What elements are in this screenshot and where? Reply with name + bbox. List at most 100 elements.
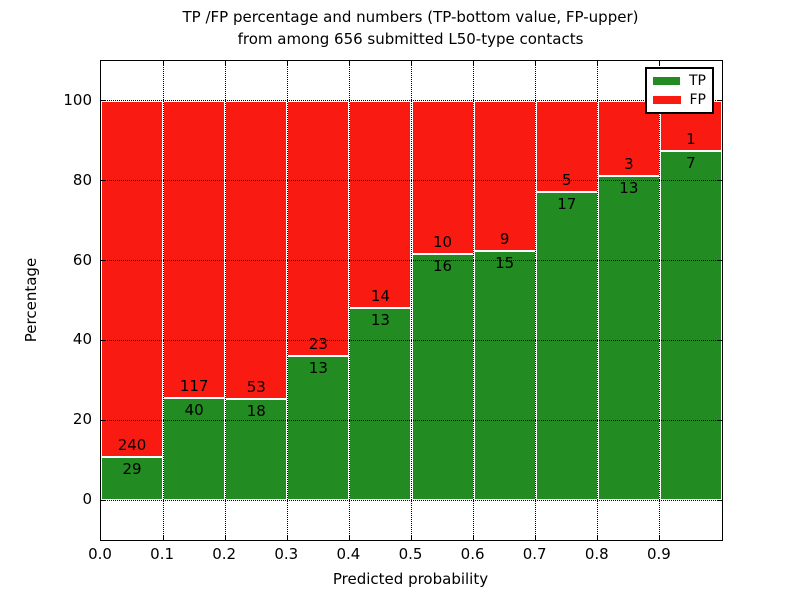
y-tick-left bbox=[101, 260, 106, 262]
vertical-gridline bbox=[224, 61, 226, 540]
x-tick-bottom bbox=[286, 535, 288, 540]
x-tick-top bbox=[348, 61, 350, 66]
y-tick-left bbox=[101, 339, 106, 341]
x-tick-top bbox=[286, 61, 288, 66]
x-tick-bottom bbox=[162, 535, 164, 540]
tp-count-label: 15 bbox=[495, 253, 515, 272]
tp-bar-segment bbox=[535, 191, 598, 501]
y-tick-left bbox=[101, 419, 106, 421]
x-tick-bottom bbox=[411, 535, 412, 540]
y-axis-label: Percentage bbox=[22, 257, 40, 343]
fp-count-label: 117 bbox=[179, 377, 209, 396]
y-tick-right bbox=[717, 339, 722, 341]
x-tick-label: 0.6 bbox=[460, 545, 485, 563]
y-tick-label: 40 bbox=[72, 330, 92, 349]
x-tick-bottom bbox=[224, 535, 226, 540]
tp-bar-segment bbox=[101, 457, 164, 501]
fp-count-label: 9 bbox=[499, 229, 510, 248]
x-tick-bottom bbox=[659, 535, 661, 540]
legend-label-fp: FP bbox=[689, 92, 707, 108]
vertical-gridline bbox=[473, 61, 475, 540]
legend: TP FP bbox=[645, 67, 714, 114]
tp-bar-segment bbox=[163, 398, 226, 501]
x-tick-top bbox=[597, 61, 599, 66]
x-tick-top bbox=[162, 61, 164, 66]
tp-bar-segment bbox=[473, 250, 536, 501]
y-tick-label: 0 bbox=[82, 490, 92, 509]
x-tick-label: 0.7 bbox=[522, 545, 547, 563]
x-tick-top bbox=[224, 61, 226, 66]
fp-count-label: 53 bbox=[246, 377, 266, 396]
fp-count-label: 5 bbox=[561, 170, 572, 189]
fp-count-label: 23 bbox=[308, 334, 328, 353]
tp-count-label: 13 bbox=[370, 310, 390, 329]
fp-count-label: 3 bbox=[624, 154, 634, 173]
vertical-gridline bbox=[597, 61, 599, 540]
vertical-gridline bbox=[535, 61, 537, 540]
fp-count-label: 1 bbox=[686, 129, 696, 148]
tp-bar-segment bbox=[597, 175, 660, 501]
y-tick-right bbox=[717, 499, 722, 501]
legend-label-tp: TP bbox=[689, 73, 706, 89]
tp-count-label: 7 bbox=[686, 153, 696, 172]
x-tick-top bbox=[411, 61, 412, 66]
fp-bar-segment bbox=[163, 100, 226, 399]
x-axis-label: Predicted probability bbox=[332, 570, 489, 588]
tp-count-label: 40 bbox=[184, 401, 204, 420]
chart-title-line1: TP /FP percentage and numbers (TP-bottom… bbox=[182, 8, 639, 26]
tp-count-label: 17 bbox=[557, 194, 577, 213]
tp-count-label: 13 bbox=[619, 178, 639, 197]
tp-bar-segment bbox=[349, 307, 412, 501]
fp-count-label: 240 bbox=[117, 436, 147, 455]
fp-count-label: 10 bbox=[433, 233, 453, 252]
x-tick-label: 0.3 bbox=[274, 545, 299, 563]
y-tick-right bbox=[717, 180, 722, 182]
fp-bar-segment bbox=[535, 100, 598, 192]
fp-bar-segment bbox=[101, 100, 164, 458]
x-tick-label: 0.9 bbox=[646, 545, 671, 563]
fp-bar-segment bbox=[349, 100, 412, 308]
fp-bar-segment bbox=[225, 100, 288, 399]
y-tick-right bbox=[717, 260, 722, 262]
x-tick-top bbox=[473, 61, 475, 66]
y-tick-left bbox=[101, 180, 106, 182]
tp-count-label: 29 bbox=[122, 460, 142, 479]
chart-title-line2: from among 656 submitted L50-type contac… bbox=[237, 30, 584, 48]
x-tick-bottom bbox=[535, 535, 537, 540]
vertical-gridline bbox=[411, 61, 412, 540]
y-tick-label: 20 bbox=[72, 410, 92, 429]
x-tick-label: 0.5 bbox=[398, 545, 423, 563]
vertical-gridline bbox=[348, 61, 350, 540]
fp-bar-segment bbox=[411, 100, 474, 255]
tp-count-label: 18 bbox=[246, 401, 266, 420]
x-tick-bottom bbox=[348, 535, 350, 540]
y-tick-left bbox=[101, 499, 106, 501]
tp-bar-segment bbox=[225, 398, 288, 501]
legend-entry-tp: TP bbox=[653, 73, 706, 89]
plot-area: 240 29 117 40 53 18 23 13 14 13 10 16 9 15 5 17 3 13 1 7 bbox=[100, 60, 723, 541]
x-tick-label: 0.1 bbox=[150, 545, 175, 563]
y-tick-right bbox=[717, 100, 722, 102]
tp-legend-swatch-icon bbox=[653, 77, 680, 85]
tp-bar-segment bbox=[287, 355, 350, 501]
x-tick-top bbox=[659, 61, 661, 66]
legend-entry-fp: FP bbox=[653, 92, 706, 108]
x-tick-label: 0.2 bbox=[212, 545, 237, 563]
vertical-gridline bbox=[286, 61, 288, 540]
x-tick-top bbox=[535, 61, 537, 66]
tp-bar-segment bbox=[411, 254, 474, 501]
y-tick-right bbox=[717, 419, 722, 421]
fp-count-label: 14 bbox=[370, 286, 390, 305]
x-tick-bottom bbox=[473, 535, 475, 540]
x-tick-label: 0.0 bbox=[88, 545, 112, 563]
y-tick-label: 60 bbox=[72, 250, 92, 269]
fp-bar-segment bbox=[287, 100, 350, 356]
tp-count-label: 13 bbox=[308, 358, 328, 377]
tp-bar-segment bbox=[659, 150, 722, 501]
y-tick-left bbox=[101, 100, 106, 102]
tp-count-label: 16 bbox=[433, 257, 453, 276]
x-tick-label: 0.4 bbox=[336, 545, 361, 563]
vertical-gridline bbox=[659, 61, 661, 540]
fp-legend-swatch-icon bbox=[653, 96, 681, 104]
